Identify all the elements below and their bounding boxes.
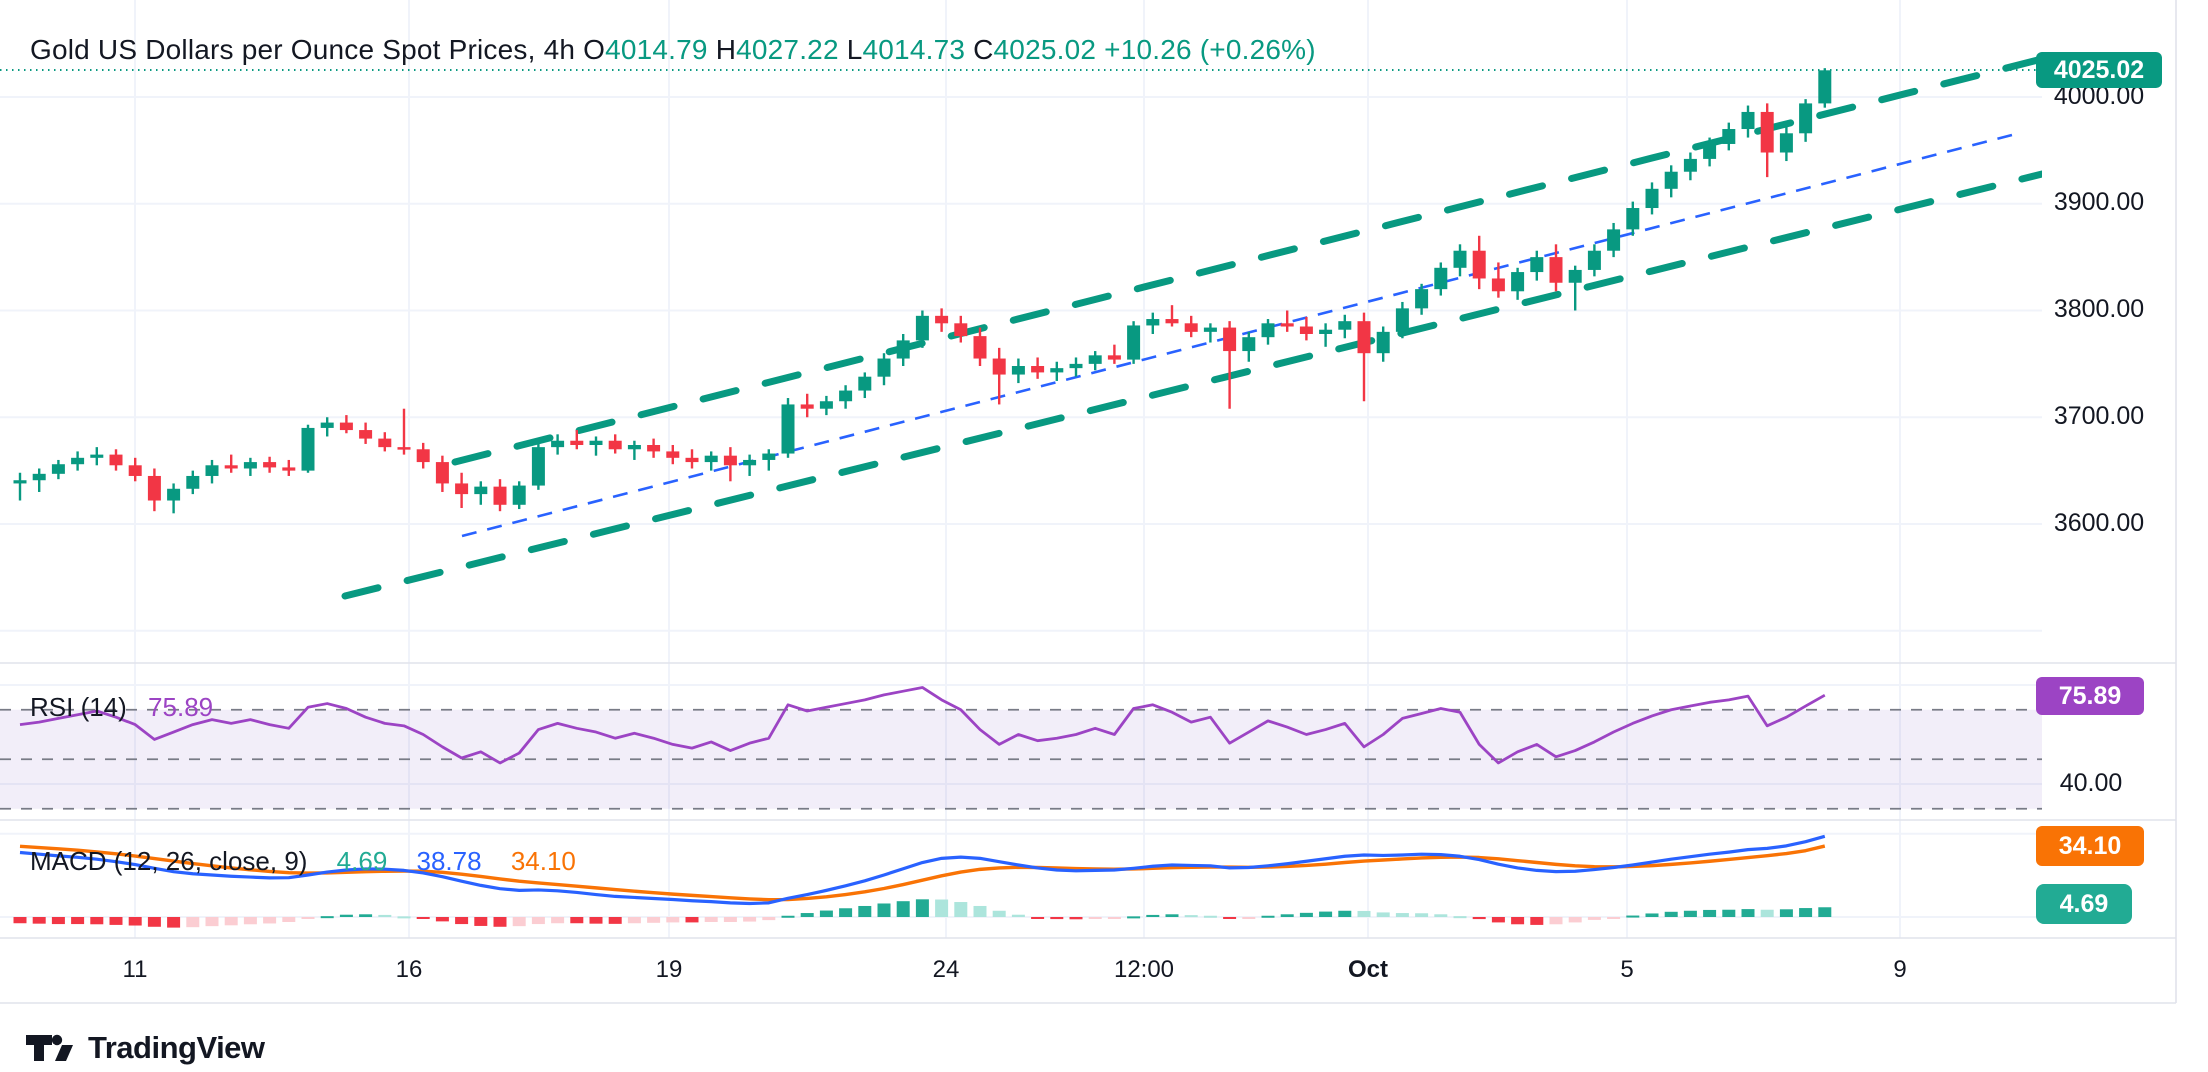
parallel-channel-drawing[interactable]: [341, 55, 2042, 600]
macd-line-value: 38.78: [416, 846, 482, 876]
pane-separators: [0, 0, 2177, 1004]
macd-hist-badge: 4.69: [2036, 884, 2132, 924]
rsi-value: 75.89: [148, 692, 214, 722]
time-tick: 9: [1893, 956, 1907, 983]
price-tick: 3900.00: [2053, 188, 2145, 216]
price-tick: 3600.00: [2053, 509, 2145, 537]
rsi-scale-tick: 40.00: [2059, 769, 2123, 797]
rsi-value-badge: 75.89: [2036, 677, 2144, 715]
symbol-title: Gold US Dollars per Ounce Spot Prices, 4…: [30, 34, 576, 65]
rsi-band: [0, 708, 2042, 810]
ohlc-low-label: L: [846, 34, 863, 65]
last-price-badge: 4025.02: [2036, 52, 2162, 88]
time-tick: 19: [655, 956, 683, 983]
ohlc-close-label: C: [973, 34, 994, 65]
time-tick: 24: [932, 956, 960, 983]
ohlc-change: +10.26 (+0.26%): [1104, 34, 1316, 65]
macd-legend[interactable]: MACD (12, 26, close, 9) 4.69 38.78 34.10: [30, 846, 576, 877]
macd-signal-badge: 34.10: [2036, 826, 2144, 866]
symbol-legend[interactable]: Gold US Dollars per Ounce Spot Prices, 4…: [30, 34, 1316, 66]
ohlc-close-value: 4025.02: [993, 34, 1097, 65]
time-tick: 11: [122, 956, 148, 983]
time-tick: 16: [395, 956, 423, 983]
macd-series: [13, 834, 1832, 928]
tradingview-brand-link[interactable]: TradingView: [24, 1030, 265, 1066]
macd-hist-value: 4.69: [336, 846, 388, 876]
ohlc-open-label: O: [583, 34, 606, 65]
time-tick: 12:00: [1113, 956, 1175, 983]
time-tick-month: Oct: [1347, 956, 1389, 983]
ohlc-low-value: 4014.73: [862, 34, 966, 65]
macd-signal-value: 34.10: [510, 846, 576, 876]
macd-label: MACD (12, 26, close, 9): [30, 846, 308, 876]
rsi-legend[interactable]: RSI (14) 75.89: [30, 692, 213, 723]
ohlc-open-value: 4014.79: [605, 34, 708, 65]
rsi-series: [19, 686, 1826, 765]
ohlc-high-value: 4027.22: [736, 34, 839, 65]
time-tick: 5: [1620, 956, 1634, 983]
ohlc-high-label: H: [715, 34, 737, 65]
candlestick-series: [13, 68, 1832, 514]
price-tick: 3800.00: [2053, 295, 2145, 323]
price-tick: 3700.00: [2053, 402, 2145, 430]
tradingview-logo-icon: [26, 1034, 73, 1061]
brand-text: TradingView: [88, 1030, 265, 1065]
rsi-label: RSI (14): [30, 692, 127, 722]
